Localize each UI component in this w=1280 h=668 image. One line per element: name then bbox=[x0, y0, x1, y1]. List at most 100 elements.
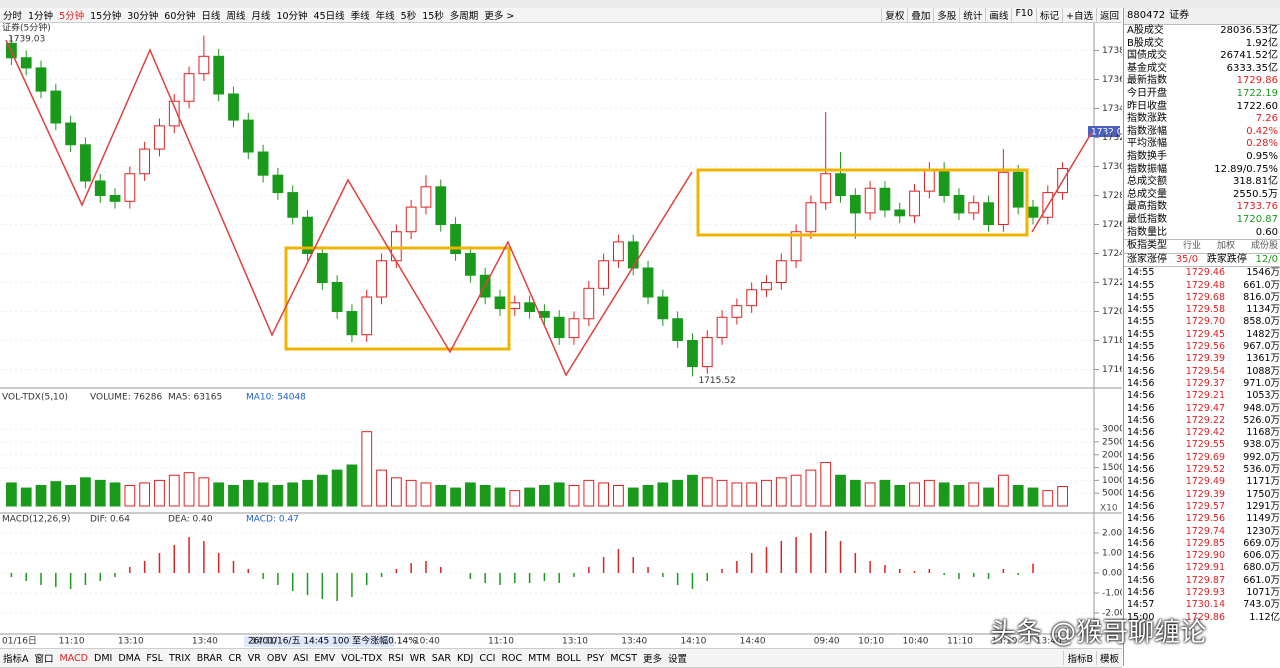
stat-row: 指数量比 0.60 bbox=[1124, 227, 1280, 240]
tool[interactable]: 复权 bbox=[881, 8, 907, 22]
tab[interactable]: FSL bbox=[146, 652, 163, 664]
macd-title: MACD(12,26,9) bbox=[2, 515, 70, 525]
tab[interactable]: TRIX bbox=[168, 652, 191, 664]
stat-value: 7.26 bbox=[1255, 113, 1278, 125]
tab[interactable]: 5分钟 bbox=[59, 11, 85, 22]
tick-time: 14:56 bbox=[1127, 550, 1155, 562]
candle bbox=[316, 253, 328, 283]
tab[interactable]: 1分钟 bbox=[28, 11, 54, 22]
volume-bar bbox=[509, 490, 521, 507]
stat-label: 指数涨幅 bbox=[1127, 125, 1167, 137]
tab[interactable]: OBV bbox=[266, 652, 288, 664]
board-item[interactable]: 行业 bbox=[1182, 241, 1201, 252]
tab[interactable]: 多周期 bbox=[449, 11, 479, 22]
tab[interactable]: 指标B bbox=[1063, 651, 1096, 665]
tool[interactable]: 多股 bbox=[933, 8, 959, 22]
tab[interactable]: PSY bbox=[586, 652, 605, 664]
tool[interactable]: 叠加 bbox=[907, 8, 933, 22]
tab[interactable]: MCST bbox=[610, 652, 638, 664]
tab[interactable]: 更多 > bbox=[484, 11, 515, 22]
tick-time: 14:56 bbox=[1127, 390, 1155, 402]
tab[interactable]: RSI bbox=[388, 652, 404, 664]
tab[interactable]: 窗口 bbox=[34, 654, 54, 665]
board-item[interactable]: 成份股 bbox=[1250, 241, 1278, 252]
tick-volume: 669.0万 bbox=[1243, 537, 1280, 549]
tab[interactable]: KDJ bbox=[457, 652, 474, 664]
tick-row: 14:56 1729.42 1168万 bbox=[1124, 427, 1280, 439]
y-tick-label: 1734 bbox=[1102, 104, 1122, 114]
tab[interactable]: CCI bbox=[479, 652, 496, 664]
tab[interactable]: 设置 bbox=[668, 654, 688, 665]
tab[interactable]: VR bbox=[247, 652, 261, 664]
tab[interactable]: 模板 bbox=[1095, 651, 1122, 665]
volume-bar bbox=[583, 479, 595, 507]
tab[interactable]: 45日线 bbox=[313, 11, 345, 22]
tab[interactable]: 指标A bbox=[3, 654, 29, 665]
tab[interactable]: 5秒 bbox=[400, 11, 417, 22]
tool[interactable]: 标记 bbox=[1036, 8, 1062, 22]
tick-volume: 1149万 bbox=[1246, 513, 1280, 525]
tab[interactable]: BRAR bbox=[196, 652, 223, 664]
tick-price: 1729.46 bbox=[1185, 267, 1225, 279]
tab[interactable]: CR bbox=[228, 652, 242, 664]
stat-label: 基金成交 bbox=[1127, 62, 1167, 74]
tick-volume: 1230万 bbox=[1246, 525, 1280, 537]
trend-arrows bbox=[5, 39, 693, 377]
tick-volume: 1071万 bbox=[1246, 587, 1280, 598]
tick-volume: 971.0万 bbox=[1243, 377, 1280, 389]
candle bbox=[775, 260, 787, 283]
tab[interactable]: 15分钟 bbox=[90, 11, 122, 22]
tab[interactable]: SAR bbox=[431, 652, 451, 664]
tool[interactable]: 统计 bbox=[959, 8, 985, 22]
candle bbox=[731, 305, 743, 318]
tab[interactable]: 15秒 bbox=[422, 11, 444, 22]
tool[interactable]: 返回 bbox=[1095, 8, 1122, 22]
tick-time: 14:56 bbox=[1127, 365, 1155, 377]
tab[interactable]: 60分钟 bbox=[164, 11, 196, 22]
tab[interactable]: WR bbox=[409, 652, 426, 664]
tools: 指标B 模板 bbox=[1063, 651, 1122, 665]
tab[interactable]: 季线 bbox=[350, 11, 370, 22]
tab[interactable]: 年线 bbox=[375, 11, 395, 22]
volume-bar bbox=[168, 474, 180, 507]
stat-value: 0.95% bbox=[1246, 150, 1278, 162]
candle bbox=[509, 302, 521, 310]
tab[interactable]: 10分钟 bbox=[276, 11, 308, 22]
breadth-item: 35/0 bbox=[1175, 253, 1199, 265]
stat-value: 6333.35亿 bbox=[1226, 62, 1278, 74]
volume-bar bbox=[672, 479, 684, 507]
y-tick-label: 1.00 bbox=[1102, 549, 1122, 559]
stat-row: 国债成交 26741.52亿 bbox=[1124, 50, 1280, 63]
tab[interactable]: MTM bbox=[528, 652, 551, 664]
tab[interactable]: 日线 bbox=[201, 11, 221, 22]
candle bbox=[228, 93, 239, 121]
tab[interactable]: 更多 bbox=[643, 654, 663, 665]
tab[interactable]: BOLL bbox=[556, 652, 581, 664]
board-item[interactable]: 加权 bbox=[1216, 241, 1235, 252]
stat-value: 2550.5万 bbox=[1233, 188, 1278, 200]
tab[interactable]: ASI bbox=[293, 652, 309, 664]
candle bbox=[835, 173, 846, 196]
board-item: 板指类型 bbox=[1127, 240, 1167, 252]
volume-bar bbox=[450, 487, 461, 507]
tool[interactable]: +自选 bbox=[1062, 8, 1096, 22]
tab[interactable]: 月线 bbox=[251, 11, 271, 22]
tool[interactable]: 画线 bbox=[985, 8, 1011, 22]
tab[interactable]: 分时 bbox=[3, 11, 23, 22]
stat-row: 最高指数 1733.76 bbox=[1124, 201, 1280, 214]
candle bbox=[346, 311, 358, 336]
tool[interactable]: F10 bbox=[1011, 8, 1036, 22]
tab[interactable]: 30分钟 bbox=[127, 11, 159, 22]
tab[interactable]: DMI bbox=[94, 652, 113, 664]
volume-bar bbox=[287, 482, 299, 507]
tick-row: 14:57 1730.14 743.0万 bbox=[1124, 599, 1280, 611]
tab[interactable]: 周线 bbox=[226, 11, 246, 22]
tab[interactable]: VOL-TDX bbox=[341, 652, 383, 664]
tab[interactable]: EMV bbox=[314, 652, 336, 664]
indicator-tabs: 指标A 窗口 MACD DMI DMA FSL TRIX BRAR CR VR OBV ASI EMV V… bbox=[0, 648, 1122, 668]
tab[interactable]: ROC bbox=[501, 652, 523, 664]
tab[interactable]: DMA bbox=[118, 652, 141, 664]
tick-price: 1729.22 bbox=[1185, 414, 1225, 426]
tab[interactable]: MACD bbox=[59, 652, 88, 664]
